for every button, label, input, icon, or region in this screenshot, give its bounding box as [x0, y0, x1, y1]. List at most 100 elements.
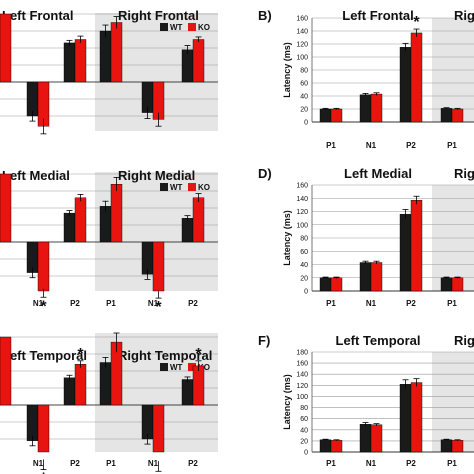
bar-wt-p1-0: [319, 108, 332, 123]
bar-ko-p2-2: [74, 364, 87, 406]
bar-ko-n1-1: [370, 424, 383, 453]
tick-label-p1: P1: [106, 459, 116, 468]
tick-label-n1: N1: [366, 141, 377, 150]
bar-ko-p1-0: [330, 108, 343, 123]
bar-ko-n1-1: [370, 93, 383, 123]
bar-ko-p2-5: [192, 365, 205, 406]
bar-wt-p1-3: [440, 277, 453, 292]
tick-label-p2: P2: [70, 0, 80, 2]
y-axis-label: Latency (ms): [282, 42, 292, 98]
panel-label: F): [258, 333, 270, 348]
y-tick-label: 60: [300, 81, 308, 88]
y-tick-label: 160: [296, 361, 308, 368]
bar-wt-n1-1: [359, 94, 372, 123]
tick-label-p1: P1: [326, 141, 336, 150]
bar-wt-p1-0: [319, 439, 332, 453]
bar-ko-p2-2: [74, 197, 87, 243]
tick-label-n1: N1: [148, 459, 159, 468]
bar-ko-p1-3: [451, 108, 464, 123]
bar-wt-p1-3: [99, 362, 112, 406]
tick-label-p1: P1: [106, 0, 116, 2]
legend-swatch-ko: [188, 363, 196, 371]
region-title-right: Right Frontal: [118, 8, 199, 23]
y-tick-label: 160: [296, 16, 308, 23]
bar-ko-n1-1: [370, 262, 383, 292]
y-tick-label: 20: [300, 107, 308, 114]
bar-ko-p1-3: [110, 22, 123, 83]
region-title-right-cropped: Rig: [454, 166, 474, 181]
bar-wt-n1-1: [359, 424, 372, 453]
y-tick-label: 100: [296, 222, 308, 229]
y-tick-label: 40: [300, 262, 308, 269]
y-tick-label: 40: [300, 94, 308, 101]
significance-mark: *: [77, 346, 84, 363]
y-tick-label: 80: [300, 236, 308, 243]
y-tick-label: 180: [296, 350, 308, 357]
y-tick-label: 0: [304, 450, 308, 457]
tick-label-p1: P1: [326, 459, 336, 468]
bar-wt-p1-3: [99, 206, 112, 243]
y-tick-label: 60: [300, 249, 308, 256]
bar-ko-p1-3: [451, 277, 464, 292]
y-tick-label: 140: [296, 29, 308, 36]
bar-ko-p1-0: [0, 13, 12, 83]
region-title-left: Left Medial: [2, 168, 70, 183]
legend-label-ko: KO: [198, 23, 210, 32]
right-region-shade: [432, 352, 474, 452]
bar-wt-p1-3: [440, 439, 453, 453]
panel-label: B): [258, 8, 272, 23]
region-title-left: Left Medial: [344, 166, 412, 181]
bar-ko-p2-2: [74, 39, 87, 83]
tick-label-p2: P2: [70, 459, 80, 468]
y-tick-label: 80: [300, 68, 308, 75]
y-tick-label: 60: [300, 416, 308, 423]
bar-ko-p2-5: [192, 39, 205, 83]
y-tick-label: 100: [296, 55, 308, 62]
tick-label-p2: P2: [406, 299, 416, 308]
tick-label-p1: P1: [326, 299, 336, 308]
y-tick-label: 120: [296, 42, 308, 49]
y-tick-label: 100: [296, 394, 308, 401]
y-tick-label: 80: [300, 405, 308, 412]
significance-mark: *: [155, 472, 162, 474]
y-tick-label: 120: [296, 383, 308, 390]
bar-wt-p2-2: [63, 377, 76, 406]
bar-wt-p2-2: [63, 212, 76, 243]
bar-ko-p1-3: [451, 440, 464, 453]
bar-ko-p1-0: [330, 277, 343, 292]
tick-label-p2: P2: [188, 459, 198, 468]
bar-ko-p2-2: [410, 382, 423, 453]
bar-ko-n1-4: [152, 404, 165, 453]
y-tick-label: 160: [296, 183, 308, 190]
bar-ko-n1-4: [152, 241, 165, 292]
y-tick-label: 120: [296, 209, 308, 216]
tick-label-p1: P1: [447, 299, 457, 308]
chart-panel-f: 0 20 40 60 80 100 120 140 160 180 Latency (ms) F) Le…: [258, 333, 474, 468]
significance-mark: *: [155, 299, 162, 316]
bar-wt-p1-3: [99, 30, 112, 83]
bar-wt-p2-5: [181, 379, 194, 406]
y-axis-label: Latency (ms): [282, 374, 292, 430]
bar-wt-p2-2: [399, 47, 412, 123]
bar-wt-p2-2: [399, 213, 412, 292]
significance-mark: *: [195, 346, 202, 363]
bar-wt-p2-2: [399, 384, 412, 453]
legend-swatch-wt: [160, 363, 168, 371]
bar-ko-p1-0: [0, 336, 12, 406]
y-tick-label: 20: [300, 275, 308, 282]
legend-label-wt: WT: [170, 363, 183, 372]
bar-wt-p1-3: [440, 108, 453, 123]
bar-wt-p2-5: [181, 217, 194, 243]
y-tick-label: 140: [296, 196, 308, 203]
tick-label-p2: P2: [406, 141, 416, 150]
tick-label-n1: N1: [33, 459, 44, 468]
y-tick-label: 20: [300, 438, 308, 445]
bar-ko-n1-1: [37, 404, 50, 453]
bar-ko-p2-2: [410, 32, 423, 123]
region-title-left: Left Frontal: [342, 8, 414, 23]
bar-wt-p2-5: [181, 49, 194, 83]
